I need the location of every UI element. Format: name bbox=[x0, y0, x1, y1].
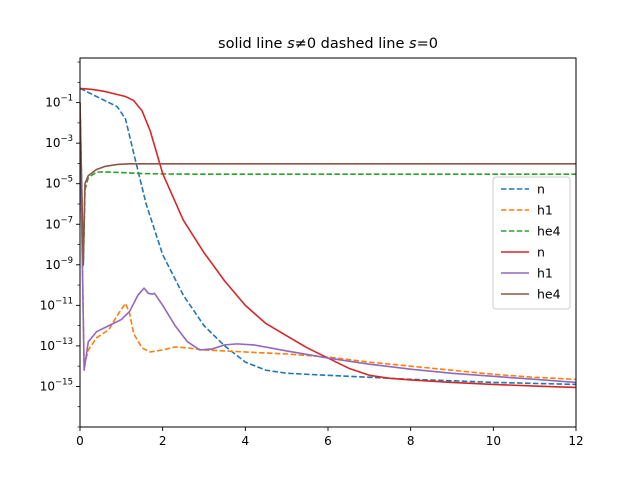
svg-text:solid line s≠0 dashed line s=0: solid line s≠0 dashed line s=0 bbox=[218, 36, 438, 52]
x-axis: 0 2 4 6 8 10 12 bbox=[76, 427, 584, 448]
series-line-h1-dashed bbox=[80, 112, 576, 381]
x-tick-label: 8 bbox=[407, 434, 415, 448]
title-prefix: solid line bbox=[218, 36, 287, 52]
title-eq-op: = bbox=[417, 36, 429, 52]
legend-label: h1 bbox=[537, 203, 553, 218]
plot-area bbox=[80, 87, 576, 389]
legend-label: n bbox=[537, 245, 545, 260]
title-rhs-2: 0 bbox=[429, 36, 438, 52]
y-tick-label: 10−9 bbox=[45, 256, 73, 272]
y-tick-label: 10−11 bbox=[40, 296, 73, 312]
series-line-n-dashed bbox=[80, 87, 576, 386]
title-ineq-op: ≠ bbox=[295, 36, 307, 52]
title-symbol-1: s bbox=[287, 36, 295, 52]
x-tick-label: 0 bbox=[76, 434, 84, 448]
chart-title: solid line s≠0 dashed line s=0 bbox=[218, 36, 438, 52]
x-tick-label: 10 bbox=[486, 434, 501, 448]
y-tick-label: 10−5 bbox=[45, 175, 73, 191]
legend: n h1 he4 n h1 he4 bbox=[492, 176, 571, 310]
legend-label: he4 bbox=[537, 287, 561, 302]
series-line-n-solid bbox=[80, 87, 576, 389]
title-mid: dashed line bbox=[316, 36, 409, 52]
title-symbol-2: s bbox=[409, 36, 417, 52]
x-tick-label: 4 bbox=[242, 434, 250, 448]
y-tick-label: 10−15 bbox=[40, 377, 73, 393]
x-tick-label: 6 bbox=[324, 434, 332, 448]
series-line-he4-solid bbox=[80, 102, 576, 266]
y-axis: 10−1 10−3 10−5 10−7 10−9 10−11 10−13 10−15 bbox=[40, 61, 80, 428]
series-line-h1-solid bbox=[80, 112, 576, 384]
x-tick-label: 2 bbox=[159, 434, 167, 448]
title-rhs-1: 0 bbox=[307, 36, 316, 52]
legend-label: n bbox=[537, 182, 545, 197]
legend-label: h1 bbox=[537, 266, 553, 281]
legend-label: he4 bbox=[537, 224, 561, 239]
y-tick-label: 10−3 bbox=[45, 134, 73, 150]
y-tick-label: 10−13 bbox=[40, 337, 73, 353]
x-tick-label: 12 bbox=[568, 434, 583, 448]
y-tick-label: 10−7 bbox=[45, 215, 73, 231]
y-tick-label: 10−1 bbox=[45, 94, 73, 110]
